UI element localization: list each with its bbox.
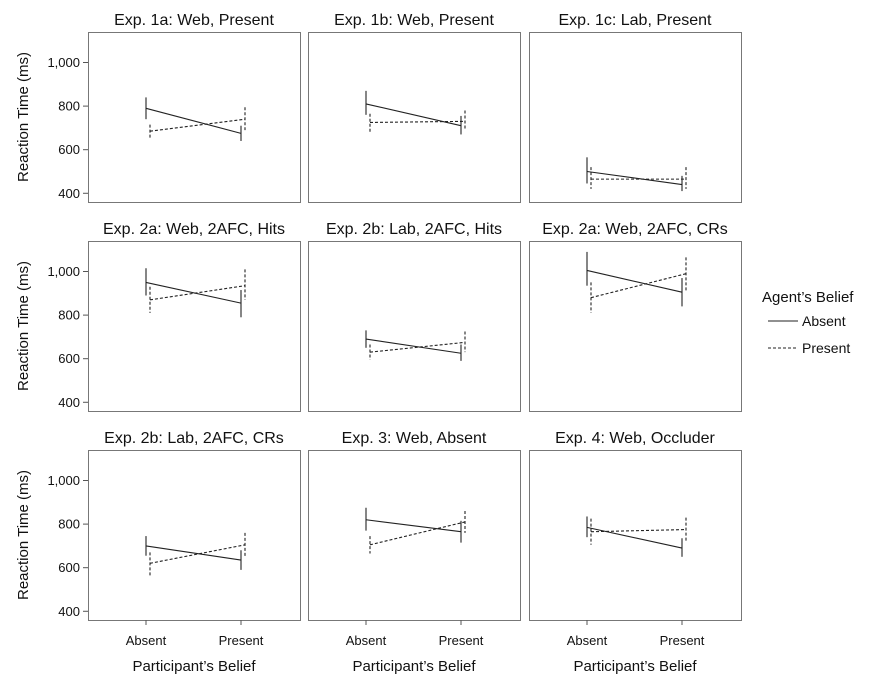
panel-title: Exp. 3: Web, Absent xyxy=(342,430,487,447)
x-tick-label: Absent xyxy=(346,633,387,648)
panel-frame xyxy=(88,32,301,203)
panel-frame xyxy=(308,32,521,203)
panel-6: Exp. 2a: Web, 2AFC, CRs xyxy=(529,221,742,412)
panel-8: Exp. 3: Web, Absent Absent Present xyxy=(308,430,521,648)
panel-9: Exp. 4: Web, Occluder Absent Present xyxy=(529,430,742,648)
y-tick-label: 1,000 xyxy=(47,55,80,70)
x-tick-label: Absent xyxy=(126,633,167,648)
legend: Agent’s Belief Absent Present xyxy=(762,289,854,356)
x-axis-label: Participant’s Belief xyxy=(573,658,697,675)
x-axis-label: Participant’s Belief xyxy=(352,658,476,675)
series-line-present xyxy=(590,273,687,299)
panels-grid: Exp. 1a: Web, Present4006008001,000Exp. … xyxy=(47,12,742,648)
y-axis-label: Reaction Time (ms) xyxy=(15,52,32,182)
series-line-present xyxy=(369,341,466,353)
panel-1: Exp. 1a: Web, Present 400 600 800 1,000 xyxy=(47,12,301,203)
y-tick-label: 800 xyxy=(58,517,80,532)
series-line-present xyxy=(369,521,466,546)
x-axis-label: Participant’s Belief xyxy=(132,658,256,675)
series-line-present xyxy=(590,529,687,533)
legend-title: Agent’s Belief xyxy=(762,289,854,306)
panel-title: Exp. 2b: Lab, 2AFC, CRs xyxy=(104,430,284,447)
panel-title: Exp. 2a: Web, 2AFC, Hits xyxy=(103,221,285,238)
series-line-absent xyxy=(145,107,242,134)
y-tick-label: 400 xyxy=(58,186,80,201)
y-tick-label: 1,000 xyxy=(47,264,80,279)
series-line-present xyxy=(149,285,246,301)
y-tick-label: 800 xyxy=(58,99,80,114)
panel-frame xyxy=(88,450,301,621)
x-tick-label: Present xyxy=(660,633,705,648)
series-line-present xyxy=(149,118,246,132)
y-tick-label: 600 xyxy=(58,142,80,157)
y-axis-label: Reaction Time (ms) xyxy=(15,261,32,391)
series-line-present xyxy=(149,544,246,564)
series-line-absent xyxy=(365,519,462,533)
y-tick-label: 400 xyxy=(58,395,80,410)
panel-frame xyxy=(308,450,521,621)
series-line-absent xyxy=(586,170,683,186)
panel-title: Exp. 1c: Lab, Present xyxy=(559,12,713,29)
x-tick-label: Absent xyxy=(567,633,608,648)
y-axis-labels: Reaction Time (ms) Reaction Time (ms) Reac… xyxy=(15,52,32,600)
legend-label-absent: Absent xyxy=(802,313,846,329)
series-line-present xyxy=(369,120,466,123)
panel-frame xyxy=(308,241,521,412)
x-axis-labels: Participant’s Belief Participant’s Belief… xyxy=(132,658,697,675)
panel-title: Exp. 1a: Web, Present xyxy=(114,12,274,29)
panel-3: Exp. 1c: Lab, Present xyxy=(529,12,742,203)
series-line-absent xyxy=(365,338,462,354)
x-tick-label: Present xyxy=(439,633,484,648)
panel-title: Exp. 2a: Web, 2AFC, CRs xyxy=(542,221,728,238)
panel-4: Exp. 2a: Web, 2AFC, Hits 400 600 800 1,000 xyxy=(47,221,301,412)
y-tick-label: 400 xyxy=(58,604,80,619)
series-line-absent xyxy=(586,526,683,549)
y-tick-label: 600 xyxy=(58,560,80,575)
y-tick-label: 800 xyxy=(58,308,80,323)
y-axis-label: Reaction Time (ms) xyxy=(15,470,32,600)
panel-frame xyxy=(529,241,742,412)
panel-5: Exp. 2b: Lab, 2AFC, Hits xyxy=(308,221,521,412)
series-line-absent xyxy=(586,269,683,293)
y-tick-label: 1,000 xyxy=(47,473,80,488)
legend-label-present: Present xyxy=(802,340,850,356)
panel-title: Exp. 1b: Web, Present xyxy=(334,12,494,29)
panel-2: Exp. 1b: Web, Present xyxy=(308,12,521,203)
series-line-absent xyxy=(145,545,242,561)
panel-frame xyxy=(529,32,742,203)
panel-title: Exp. 4: Web, Occluder xyxy=(555,430,715,447)
x-tick-label: Present xyxy=(219,633,264,648)
panel-title: Exp. 2b: Lab, 2AFC, Hits xyxy=(326,221,502,238)
panel-frame xyxy=(88,241,301,412)
panel-7: Exp. 2b: Lab, 2AFC, CRs 400 600 800 1,000 Abs… xyxy=(47,430,301,648)
series-line-absent xyxy=(145,281,242,304)
panel-frame xyxy=(529,450,742,621)
y-tick-label: 600 xyxy=(58,351,80,366)
